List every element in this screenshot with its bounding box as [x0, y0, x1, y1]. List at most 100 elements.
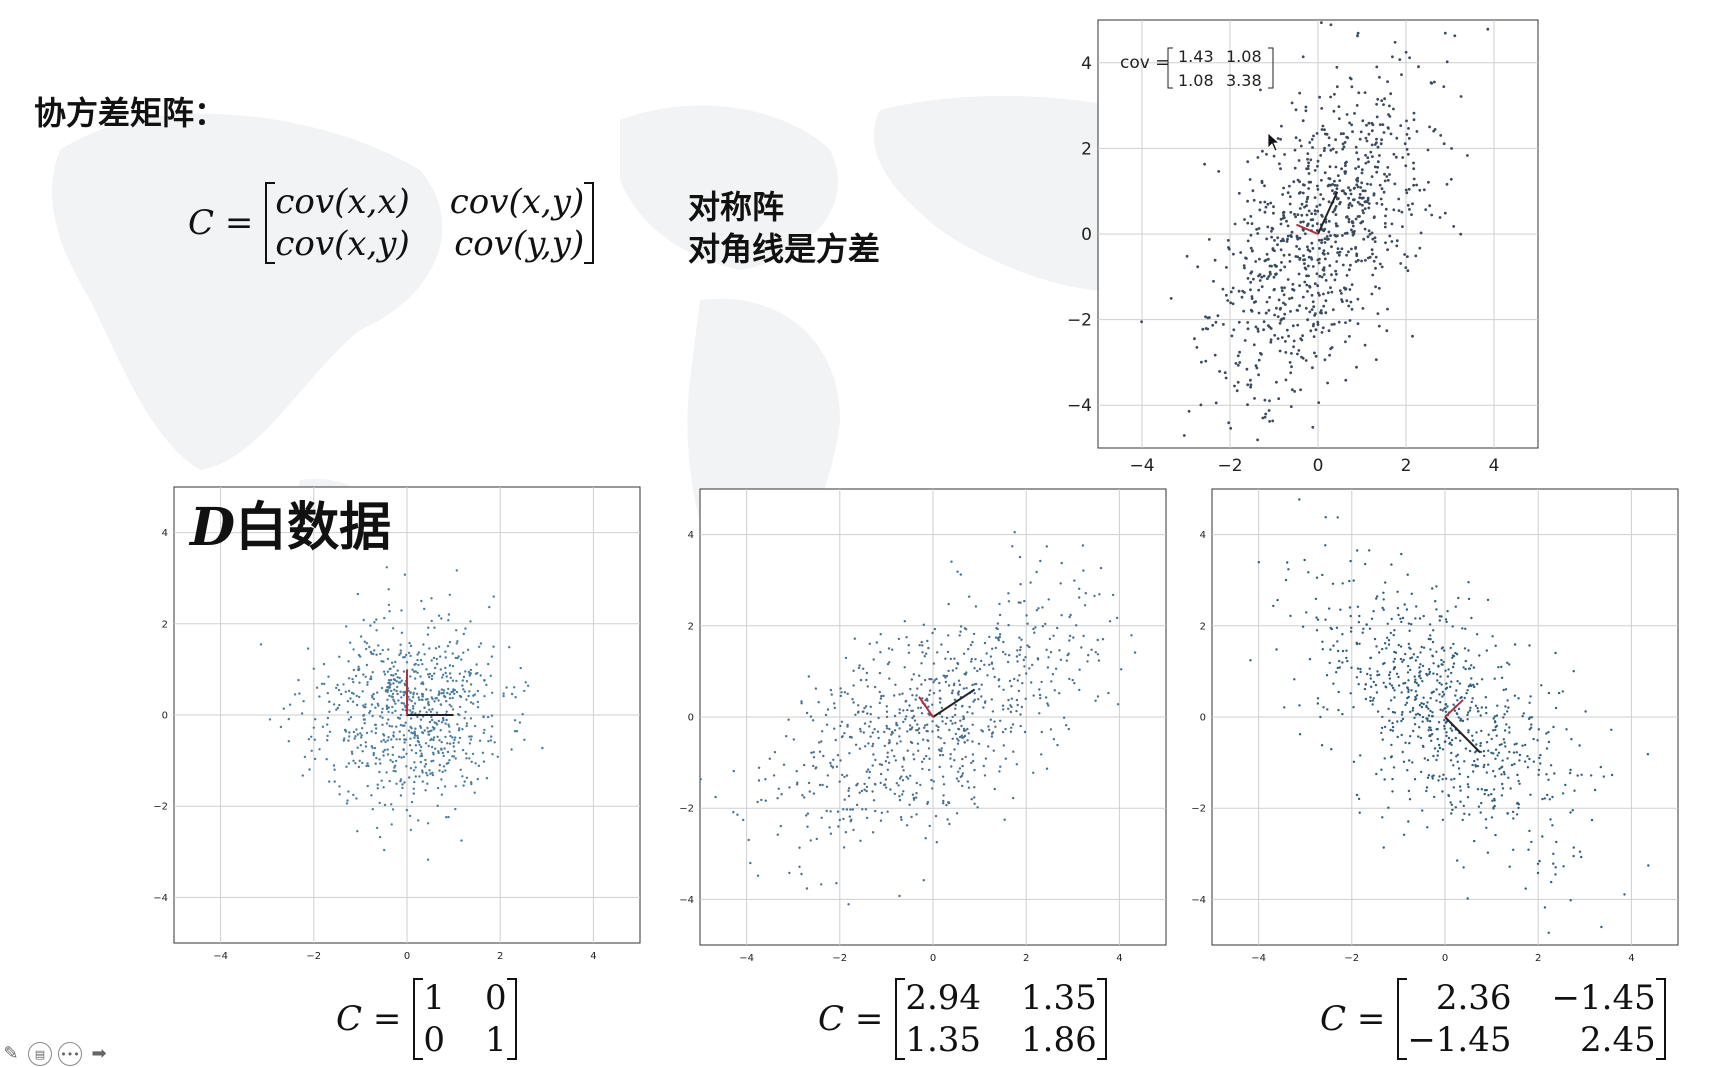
- data-point: [1473, 839, 1476, 843]
- data-point: [462, 651, 465, 654]
- data-point: [473, 791, 476, 794]
- data-point: [411, 732, 415, 735]
- data-point: [353, 737, 356, 740]
- data-point: [1495, 714, 1499, 717]
- data-point: [1464, 659, 1467, 663]
- data-point: [1392, 208, 1396, 212]
- data-point: [1472, 666, 1476, 669]
- data-point: [1311, 425, 1315, 429]
- y-tick-label: 0: [1081, 225, 1092, 245]
- data-point: [1246, 239, 1250, 243]
- data-point: [399, 794, 403, 797]
- data-point: [1449, 685, 1452, 689]
- data-point: [926, 802, 929, 806]
- next-icon[interactable]: ➡: [88, 1042, 110, 1064]
- data-point: [919, 706, 923, 709]
- data-point: [1522, 712, 1525, 715]
- data-point: [1038, 712, 1041, 715]
- data-point: [1392, 152, 1396, 156]
- data-point: [1438, 681, 1441, 685]
- data-point: [1016, 660, 1019, 663]
- data-point: [1471, 734, 1474, 737]
- data-point: [886, 662, 890, 666]
- data-point: [950, 560, 953, 563]
- data-point: [807, 675, 810, 678]
- data-point: [1277, 298, 1281, 302]
- data-point: [829, 761, 832, 765]
- data-point: [1423, 757, 1426, 760]
- pen-icon[interactable]: ✎: [0, 1042, 22, 1064]
- data-point: [980, 659, 983, 663]
- data-point: [1562, 865, 1565, 868]
- data-point: [390, 738, 393, 741]
- data-point: [1496, 754, 1499, 757]
- data-point: [872, 753, 875, 756]
- data-point: [342, 739, 345, 742]
- data-point: [1375, 772, 1378, 776]
- data-point: [1537, 728, 1540, 731]
- data-point: [1009, 704, 1012, 707]
- data-point: [1494, 748, 1498, 751]
- data-point: [1462, 866, 1465, 869]
- data-point: [1482, 750, 1486, 753]
- data-point: [971, 759, 975, 763]
- data-point: [1408, 742, 1411, 745]
- data-point: [1348, 188, 1352, 192]
- slides-icon[interactable]: ▤: [28, 1042, 52, 1066]
- data-point: [905, 824, 909, 827]
- data-point: [1211, 323, 1215, 327]
- data-point: [944, 722, 948, 725]
- data-point: [912, 758, 916, 761]
- data-point: [1006, 660, 1010, 664]
- data-point: [1441, 778, 1444, 781]
- data-point: [785, 735, 788, 738]
- data-point: [1335, 272, 1338, 276]
- data-point: [1032, 694, 1035, 697]
- data-point: [402, 755, 406, 759]
- data-point: [983, 774, 987, 777]
- data-point: [464, 670, 467, 673]
- data-point: [1284, 578, 1288, 582]
- data-point: [1439, 708, 1442, 711]
- data-point: [375, 618, 378, 621]
- data-point: [1333, 92, 1336, 96]
- data-point: [1386, 636, 1389, 639]
- data-point: [382, 660, 385, 663]
- data-point: [1313, 212, 1317, 216]
- data-point: [1329, 183, 1332, 187]
- data-point: [1250, 249, 1254, 253]
- mouse-pointer-icon: [1267, 132, 1281, 152]
- data-point: [1439, 675, 1442, 678]
- data-point: [1082, 634, 1085, 638]
- data-point: [1422, 702, 1425, 706]
- data-point: [1513, 762, 1516, 766]
- data-point: [982, 764, 985, 768]
- data-point: [907, 644, 910, 647]
- data-point: [409, 654, 412, 658]
- data-point: [991, 710, 995, 713]
- data-point: [1374, 255, 1378, 259]
- data-point: [1096, 695, 1100, 698]
- data-point: [1308, 141, 1312, 144]
- data-point: [1388, 682, 1392, 685]
- data-point: [1258, 279, 1262, 282]
- data-point: [857, 666, 861, 670]
- data-point: [964, 755, 967, 759]
- data-point: [877, 736, 880, 740]
- data-point: [949, 657, 953, 661]
- data-point: [1287, 334, 1290, 338]
- data-point: [1265, 152, 1268, 156]
- data-point: [1449, 759, 1453, 762]
- more-icon[interactable]: •••: [58, 1042, 82, 1066]
- data-point: [1283, 265, 1287, 269]
- data-point: [386, 739, 389, 742]
- data-point: [1368, 627, 1372, 630]
- data-point: [354, 674, 358, 678]
- data-point: [1007, 592, 1010, 595]
- data-point: [1467, 711, 1470, 714]
- data-point: [1395, 239, 1399, 243]
- data-point: [1584, 710, 1587, 713]
- data-point: [888, 661, 891, 664]
- data-point: [1298, 733, 1302, 736]
- data-point: [927, 646, 930, 650]
